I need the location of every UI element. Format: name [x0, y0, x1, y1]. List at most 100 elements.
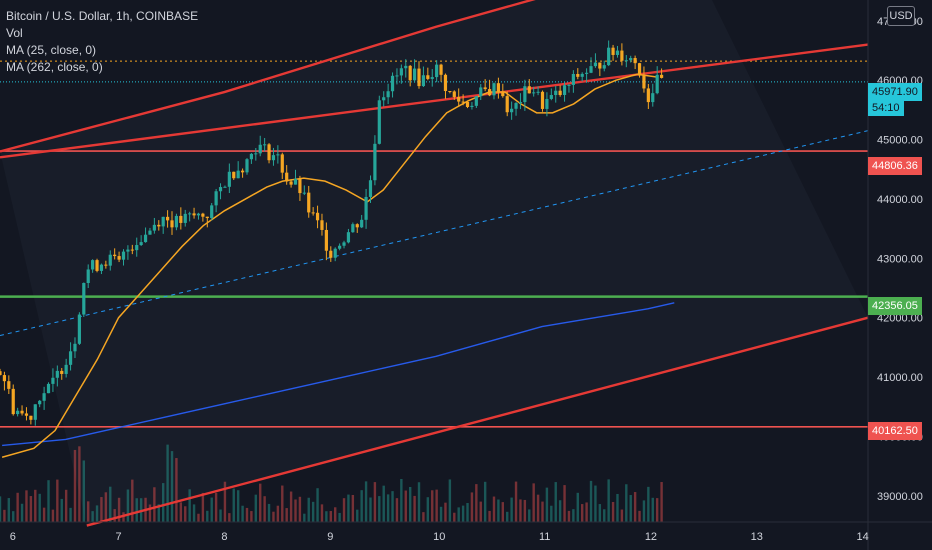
volume-bar-109: [479, 501, 482, 522]
volume-bar-122: [536, 494, 540, 522]
volume-bar-34: [148, 504, 152, 522]
volume-bar-49: [214, 492, 218, 522]
candle-body-119: [523, 86, 527, 103]
candle-body-107: [470, 105, 474, 107]
candle-body-129: [567, 84, 571, 86]
volume-bar-124: [545, 487, 549, 522]
candle-body-74: [324, 229, 328, 251]
volume-bar-52: [228, 513, 231, 522]
volume-bar-139: [611, 501, 615, 522]
middle-level-tag: 42356.05: [868, 297, 922, 315]
candle-body-68: [298, 178, 302, 194]
volume-bar-16: [69, 507, 72, 522]
candle-body-113: [496, 83, 500, 93]
volume-bar-111: [488, 510, 491, 522]
volume-bar-119: [523, 499, 527, 522]
candle-body-36: [157, 224, 161, 227]
candle-body-8: [33, 404, 37, 420]
candle-body-19: [82, 282, 86, 315]
volume-bar-96: [422, 512, 425, 522]
volume-bar-94: [413, 495, 416, 522]
x-tick-0: 6: [10, 531, 16, 543]
candle-body-128: [562, 85, 567, 95]
volume-bar-131: [576, 492, 579, 522]
candle-body-137: [602, 65, 606, 69]
volume-bar-65: [285, 508, 288, 522]
candle-body-66: [289, 181, 293, 185]
volume-bar-58: [254, 494, 258, 522]
volume-bar-46: [201, 492, 205, 522]
trend-line-1: [0, 43, 869, 159]
symbol-title[interactable]: Bitcoin / U.S. Dollar, 1h, COINBASE: [6, 9, 199, 23]
volume-bar-51: [223, 481, 227, 522]
y-tick-0: 39000.00: [877, 491, 923, 503]
candle-body-141: [620, 50, 624, 61]
candle-body-90: [395, 75, 399, 77]
volume-bar-37: [161, 483, 165, 522]
bar-countdown: 54:10: [868, 101, 904, 116]
volume-bar-121: [532, 483, 535, 522]
volume-bar-0: [0, 496, 2, 522]
volume-bar-20: [87, 501, 90, 522]
candle-body-87: [382, 97, 386, 101]
candle-body-69: [302, 192, 306, 194]
candle-body-29: [126, 249, 130, 252]
volume-bar-88: [386, 494, 390, 522]
candle-body-120: [527, 86, 531, 94]
x-tick-8: 14: [857, 531, 869, 543]
candle-body-28: [121, 251, 126, 260]
candle-body-21: [91, 260, 95, 270]
candle-body-96: [421, 75, 426, 87]
candle-body-57: [249, 153, 254, 160]
volume-bar-148: [651, 497, 654, 522]
volume-bar-112: [492, 496, 496, 522]
volume-bar-38: [166, 444, 169, 522]
candle-body-13: [55, 370, 59, 378]
candle-body-67: [293, 178, 298, 185]
volume-bar-80: [351, 494, 355, 522]
candle-body-59: [258, 144, 262, 154]
ma262-indicator-label[interactable]: MA (262, close, 0): [6, 60, 103, 74]
candle-body-111: [487, 89, 492, 96]
volume-bar-11: [47, 480, 50, 522]
candle-body-71: [311, 212, 315, 214]
volume-bar-107: [470, 492, 474, 522]
candle-body-43: [188, 213, 192, 215]
volume-bar-72: [316, 488, 319, 522]
candle-body-14: [60, 370, 64, 374]
candle-body-64: [280, 154, 284, 173]
candle-body-134: [589, 66, 593, 73]
candle-body-65: [285, 172, 289, 182]
volume-bar-108: [475, 484, 478, 522]
volume-bar-30: [131, 479, 134, 522]
candle-body-70: [307, 192, 311, 213]
candle-body-52: [227, 171, 231, 187]
candle-body-25: [108, 254, 112, 266]
candle-body-61: [267, 144, 271, 161]
volume-bar-71: [311, 501, 315, 522]
candle-body-142: [624, 60, 628, 62]
candle-body-80: [351, 224, 355, 233]
volume-bar-18: [78, 446, 81, 522]
candle-body-88: [386, 91, 390, 98]
volume-bar-116: [510, 497, 513, 522]
candle-body-26: [113, 254, 117, 257]
volume-bar-99: [435, 489, 438, 522]
candle-body-89: [390, 75, 395, 92]
ma25-indicator-label[interactable]: MA (25, close, 0): [6, 43, 97, 57]
volume-indicator-label[interactable]: Vol: [6, 26, 23, 40]
volume-bar-101: [444, 502, 447, 522]
volume-bar-85: [373, 482, 377, 522]
volume-bar-97: [426, 497, 430, 522]
volume-bar-2: [7, 498, 11, 522]
volume-bar-76: [334, 507, 337, 522]
candle-body-10: [42, 393, 46, 401]
candle-body-42: [183, 213, 187, 223]
volume-bar-41: [179, 502, 183, 522]
candle-body-44: [192, 213, 196, 216]
volume-bar-132: [580, 504, 584, 522]
y-tick-5: 44000.00: [877, 194, 923, 206]
currency-button[interactable]: USD: [887, 6, 915, 26]
